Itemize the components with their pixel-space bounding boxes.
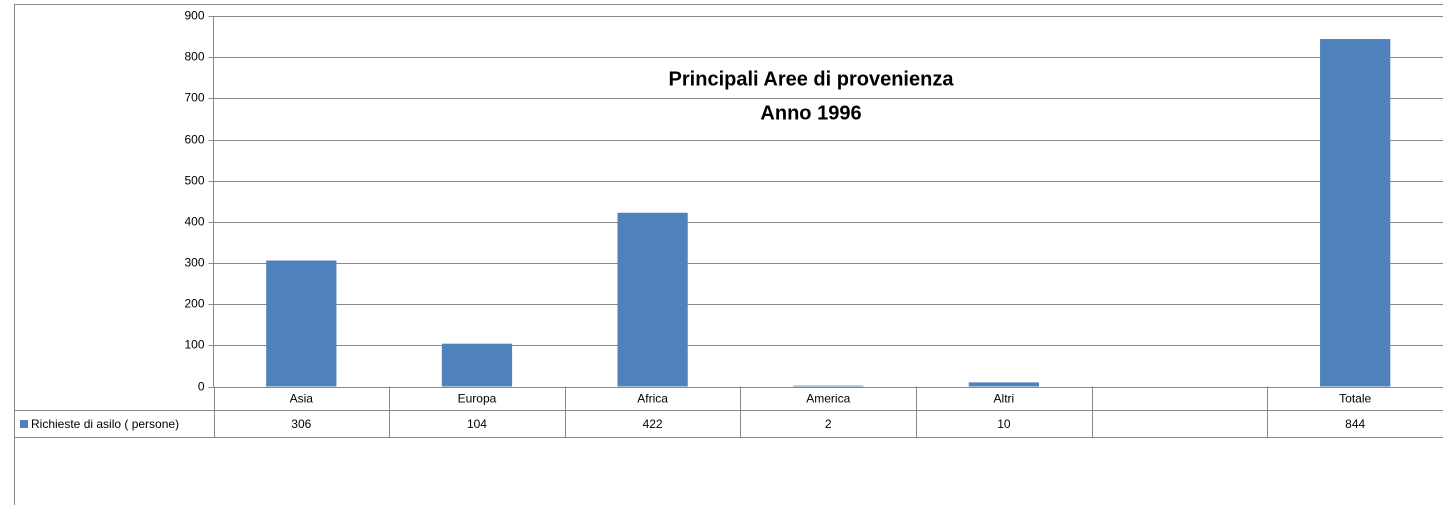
table-value: 844: [1345, 417, 1365, 431]
chart-subtitle: Anno 1996: [760, 102, 861, 124]
legend-label: Richieste di asilo ( persone): [31, 417, 179, 431]
x-tick-label: Europa: [458, 392, 497, 406]
table-value: 104: [467, 417, 487, 431]
y-tick-label: 400: [184, 215, 204, 229]
y-tick-label: 600: [184, 133, 204, 147]
bar: [1320, 39, 1391, 387]
y-tick-label: 500: [184, 174, 204, 188]
y-tick-label: 800: [184, 50, 204, 64]
x-tick-label: America: [806, 392, 850, 406]
table-value: 2: [825, 417, 832, 431]
x-tick-label: Totale: [1339, 392, 1371, 406]
y-tick-label: 900: [184, 9, 204, 23]
y-tick-label: 200: [184, 297, 204, 311]
bar: [266, 260, 337, 387]
table-value: 306: [291, 417, 311, 431]
y-tick-label: 700: [184, 91, 204, 105]
y-tick-label: 300: [184, 256, 204, 270]
x-tick-label: Africa: [637, 392, 668, 406]
y-tick-label: 0: [198, 380, 205, 394]
x-tick-label: Asia: [290, 392, 314, 406]
bar: [617, 212, 688, 387]
bar: [793, 385, 864, 387]
table-value: 422: [643, 417, 663, 431]
bar: [441, 343, 513, 387]
chart-title: Principali Aree di provenienza: [669, 68, 955, 90]
table-value: 10: [997, 417, 1011, 431]
y-tick-label: 100: [184, 338, 204, 352]
bar: [968, 382, 1040, 387]
x-tick-label: Altri: [994, 392, 1015, 406]
legend-swatch: [20, 420, 28, 428]
